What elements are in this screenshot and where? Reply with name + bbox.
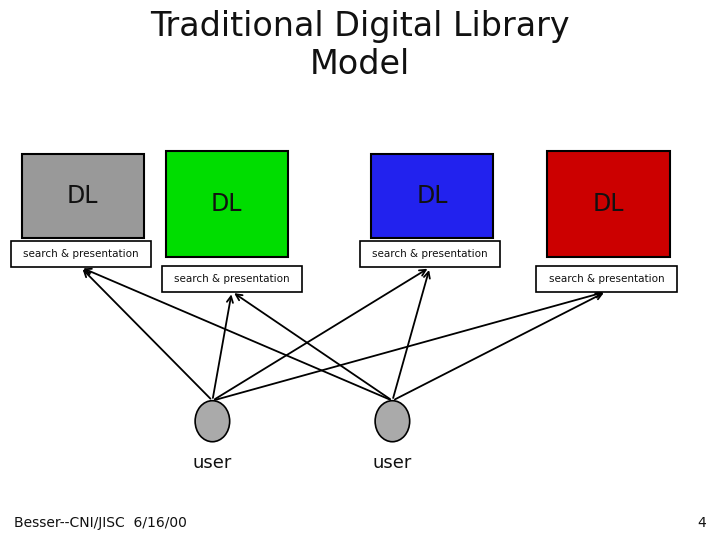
- Text: DL: DL: [593, 192, 624, 216]
- Text: search & presentation: search & presentation: [174, 274, 290, 284]
- FancyBboxPatch shape: [547, 151, 670, 256]
- Text: search & presentation: search & presentation: [549, 274, 665, 284]
- FancyBboxPatch shape: [360, 241, 500, 267]
- Ellipse shape: [375, 401, 410, 442]
- Text: user: user: [373, 454, 412, 471]
- Text: 4: 4: [697, 516, 706, 530]
- FancyBboxPatch shape: [166, 151, 288, 256]
- FancyBboxPatch shape: [536, 266, 677, 292]
- Text: DL: DL: [67, 184, 99, 208]
- Ellipse shape: [195, 401, 230, 442]
- Text: DL: DL: [211, 192, 243, 216]
- FancyBboxPatch shape: [162, 266, 302, 292]
- FancyBboxPatch shape: [11, 241, 151, 267]
- Text: DL: DL: [416, 184, 448, 208]
- Text: search & presentation: search & presentation: [23, 249, 139, 259]
- Text: Traditional Digital Library
Model: Traditional Digital Library Model: [150, 10, 570, 82]
- Text: search & presentation: search & presentation: [372, 249, 488, 259]
- Text: Besser--CNI/JISC  6/16/00: Besser--CNI/JISC 6/16/00: [14, 516, 187, 530]
- Text: user: user: [193, 454, 232, 471]
- FancyBboxPatch shape: [371, 154, 493, 238]
- FancyBboxPatch shape: [22, 154, 144, 238]
